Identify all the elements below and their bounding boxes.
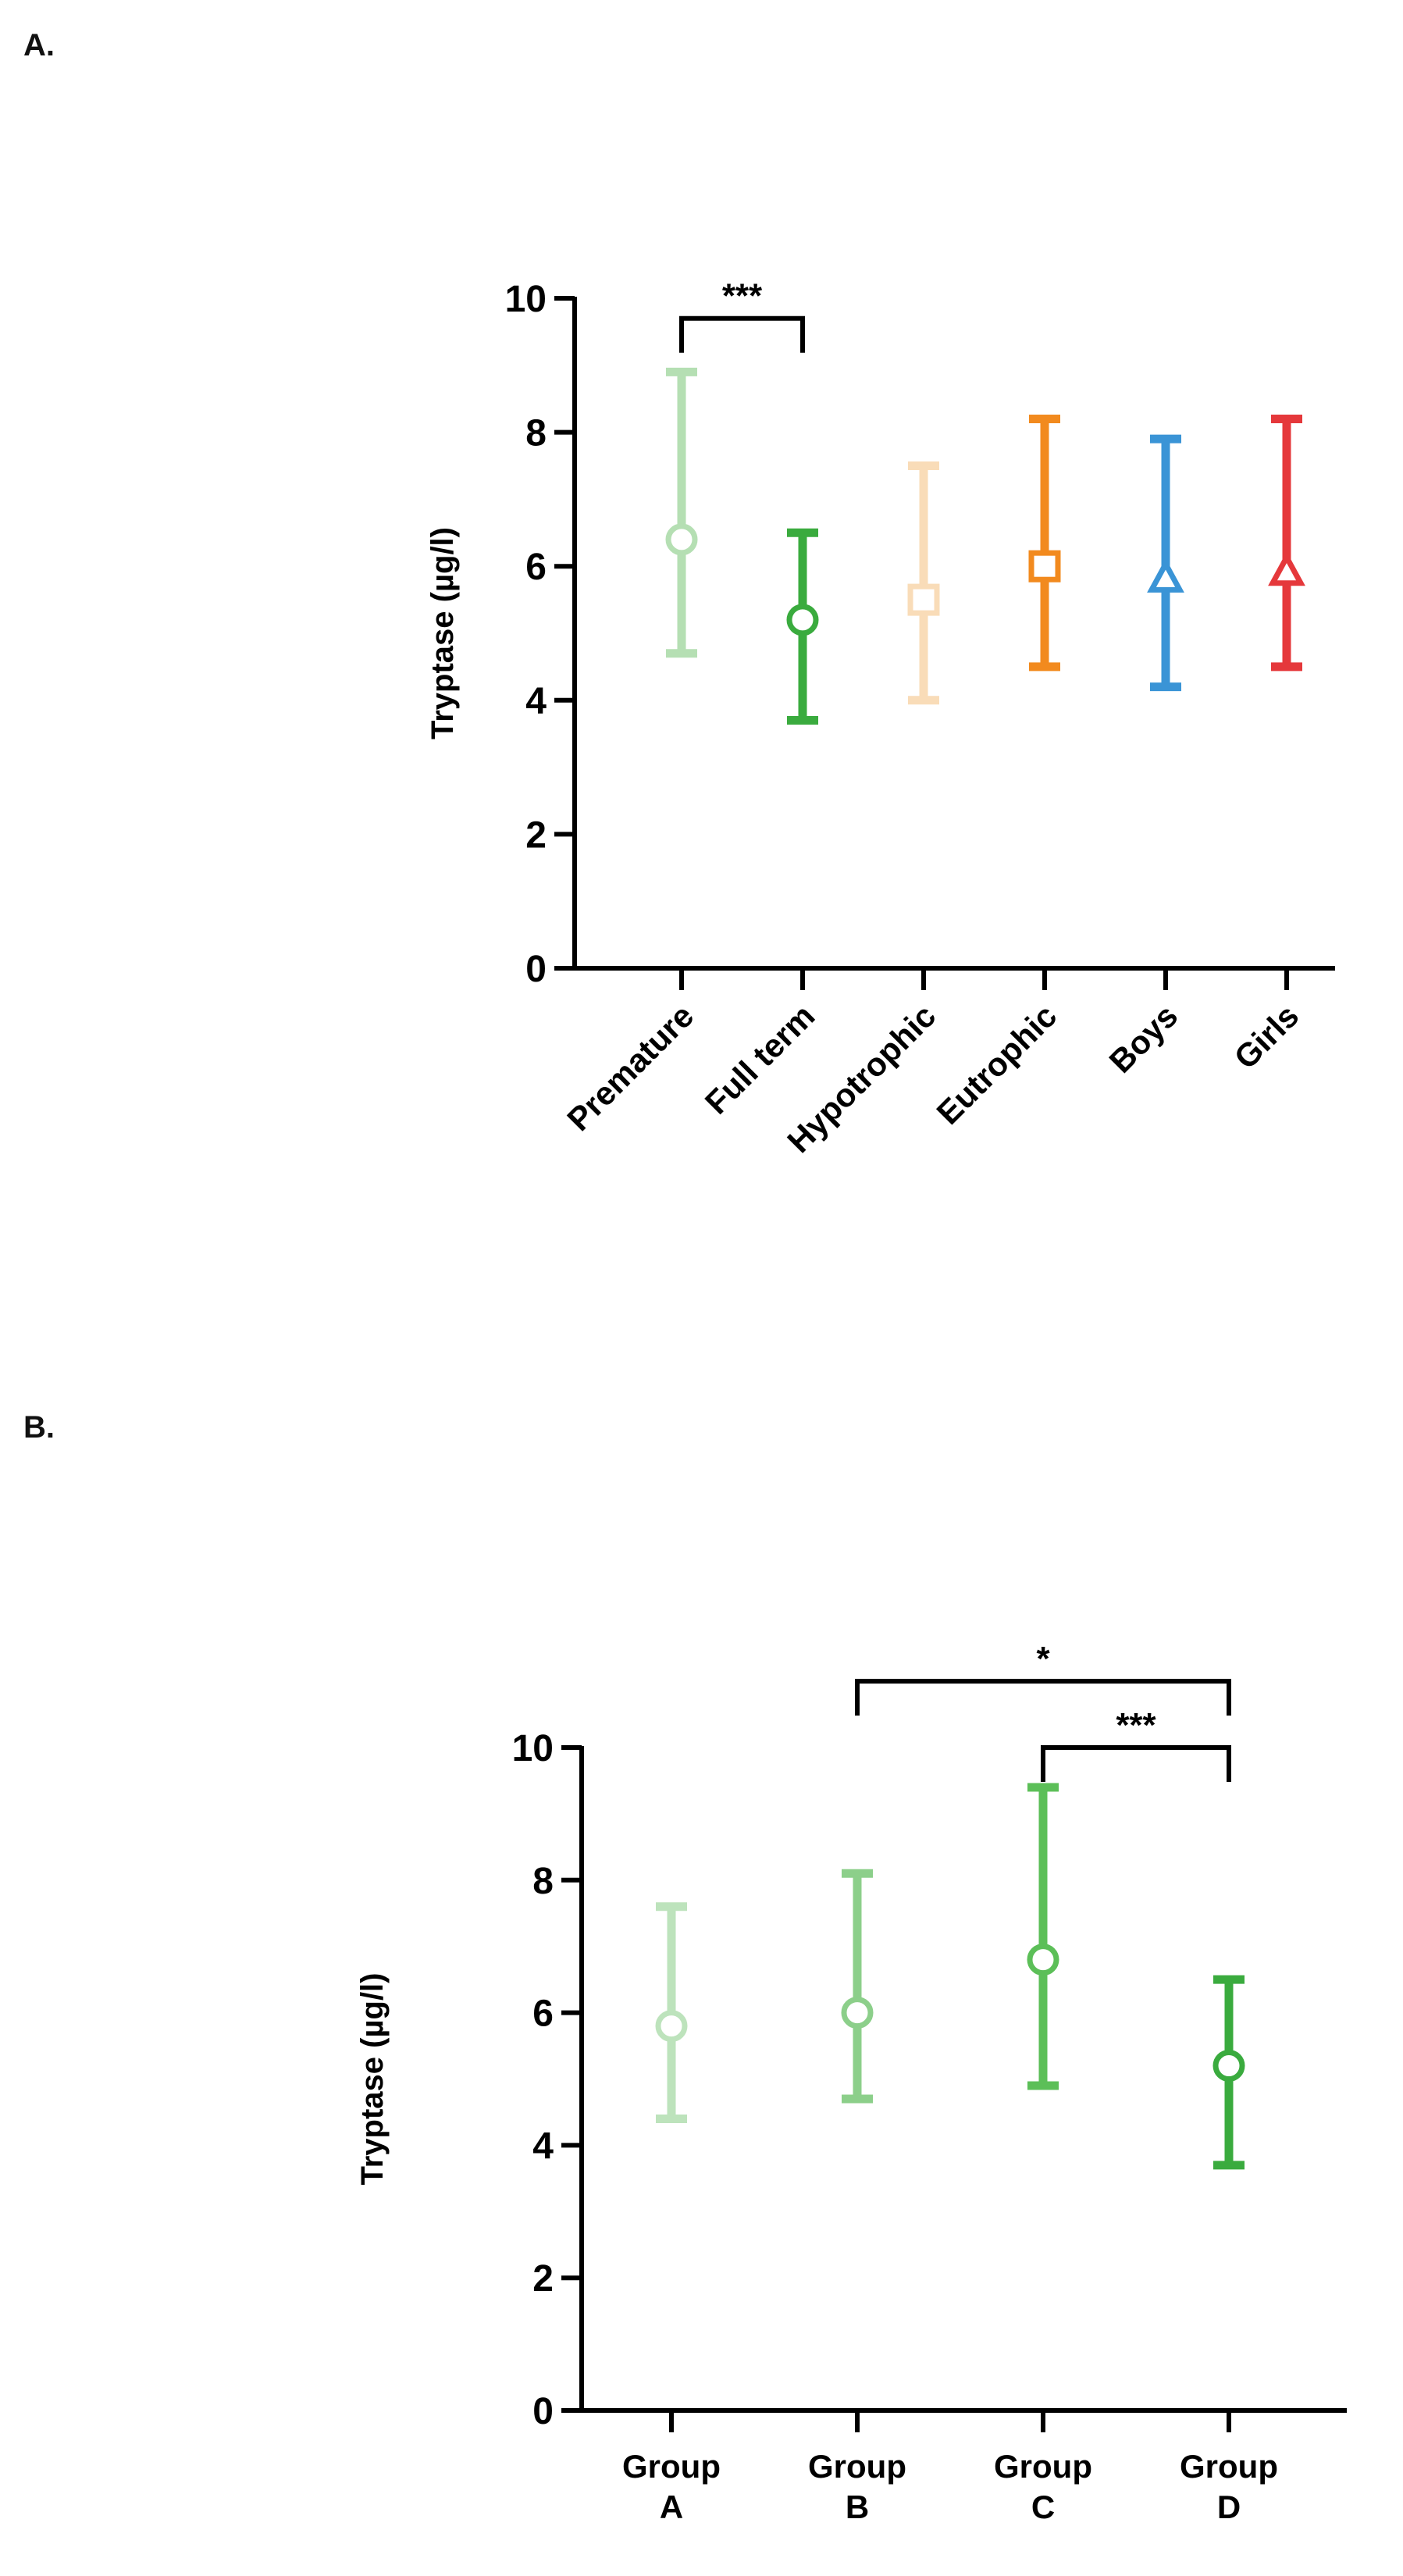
y-tick-label: 2: [525, 814, 547, 856]
point-group-c: [1027, 1783, 1059, 2090]
significance-label: ***: [1116, 1706, 1156, 1744]
y-tick-label: 4: [525, 681, 547, 722]
bracket-line: [855, 1679, 1231, 1716]
y-tick-label: 8: [532, 1861, 554, 1902]
significance-bracket: ***: [679, 277, 805, 353]
marker-triangle: [1147, 558, 1184, 593]
point-group-b: [841, 1869, 874, 2104]
y-tick-label: 6: [532, 1993, 554, 2035]
point-girls: [1268, 414, 1305, 672]
significance-bracket: *: [855, 1640, 1231, 1716]
significance-label: *: [1036, 1640, 1050, 1678]
point-boys: [1147, 434, 1184, 692]
point-hypotrophic: [907, 461, 940, 705]
y-tick-label: 0: [532, 2391, 554, 2432]
y-axis-title: Tryptase (µg/l): [426, 527, 460, 739]
y-tick-label: 8: [525, 413, 547, 454]
marker-circle: [665, 523, 698, 556]
panel-b-label: B.: [23, 1410, 55, 1445]
significance-bracket: ***: [1041, 1706, 1231, 1782]
x-tick-label: Group: [808, 2448, 906, 2485]
marker-circle: [655, 2010, 688, 2043]
x-tick-label: A: [660, 2489, 683, 2525]
y-tick-label: 4: [532, 2125, 554, 2167]
x-tick-label: C: [1031, 2489, 1055, 2525]
x-tick-label: Group: [622, 2448, 721, 2485]
point-eutrophic: [1028, 414, 1061, 672]
marker-square: [907, 583, 940, 616]
marker-triangle: [1268, 551, 1305, 586]
point-premature: [665, 367, 698, 658]
y-tick-label: 10: [512, 1728, 554, 1769]
point-full-term: [786, 528, 819, 725]
y-tick-label: 2: [532, 2258, 554, 2300]
marker-circle: [786, 604, 819, 636]
marker-circle: [841, 1997, 874, 2029]
marker-square: [1028, 550, 1061, 583]
marker-circle: [1212, 2050, 1245, 2083]
significance-label: ***: [722, 277, 763, 315]
y-axis-title: Tryptase (µg/l): [355, 1973, 390, 2186]
panel-a-label: A.: [23, 28, 55, 62]
y-tick-label: 0: [525, 949, 547, 990]
marker-circle: [1027, 1944, 1059, 1976]
bracket-line: [679, 315, 805, 353]
x-tick-label: D: [1217, 2489, 1241, 2525]
x-tick-label: B: [846, 2489, 869, 2525]
bracket-line: [1041, 1745, 1231, 1782]
y-tick-label: 6: [525, 547, 547, 588]
point-group-d: [1212, 1975, 1245, 2170]
x-tick-label: Group: [994, 2448, 1092, 2485]
point-group-a: [655, 1902, 688, 2123]
x-tick-label: Group: [1180, 2448, 1278, 2485]
y-tick-label: 10: [505, 279, 547, 320]
